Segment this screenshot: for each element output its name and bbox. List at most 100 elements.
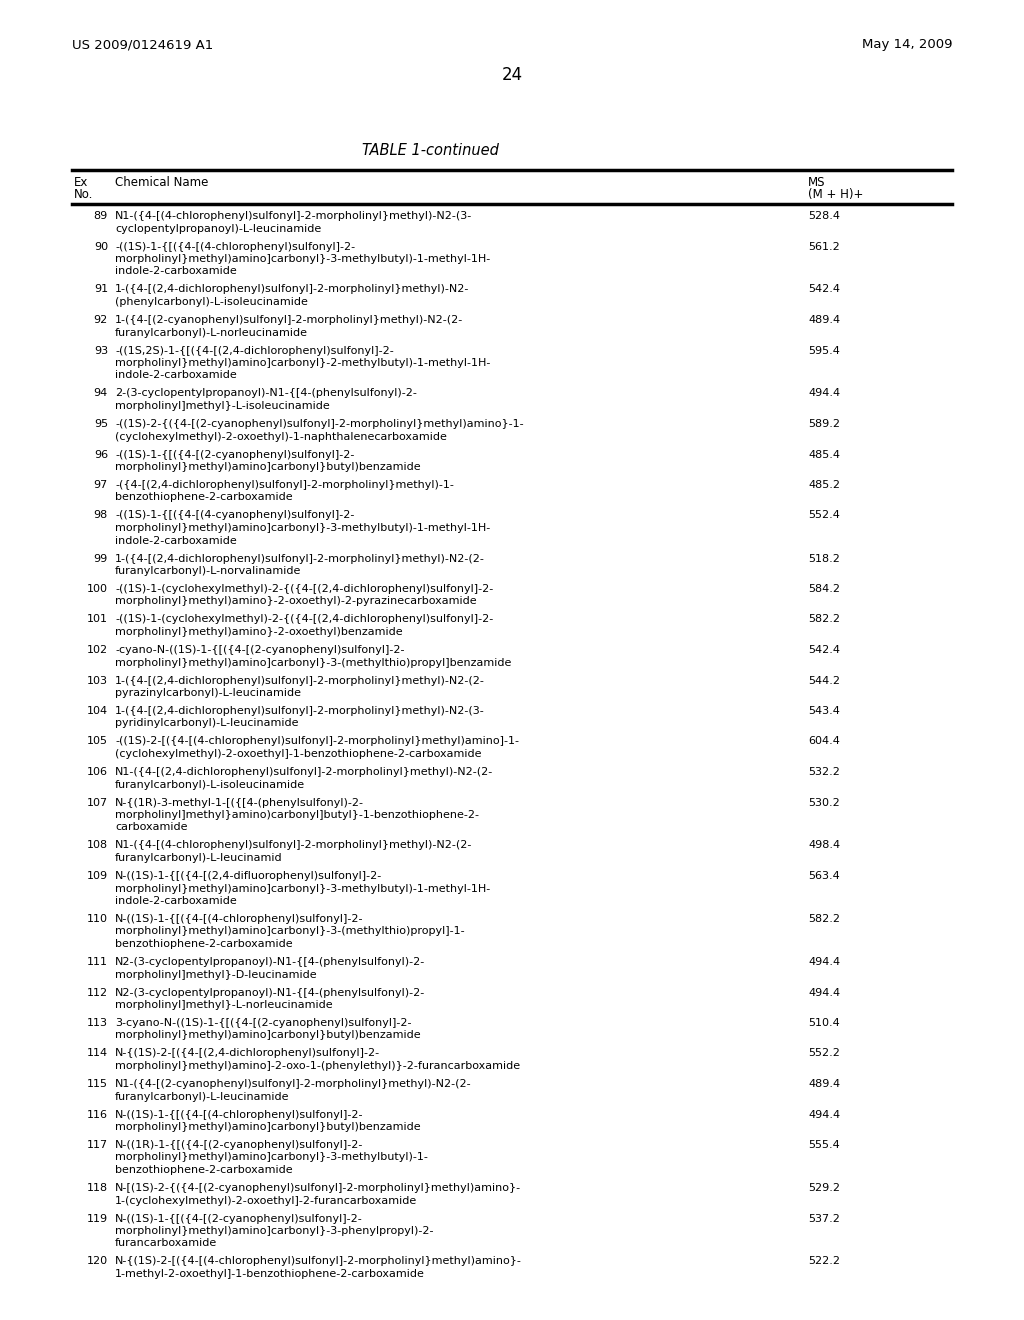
Text: -((1S)-1-(cyclohexylmethyl)-2-{({4-[(2,4-dichlorophenyl)sulfonyl]-2-: -((1S)-1-(cyclohexylmethyl)-2-{({4-[(2,4… bbox=[115, 615, 494, 624]
Text: morpholinyl}methyl)amino]-2-oxo-1-(phenylethyl)}-2-furancarboxamide: morpholinyl}methyl)amino]-2-oxo-1-(pheny… bbox=[115, 1061, 520, 1071]
Text: -((1S)-2-[({4-[(4-chlorophenyl)sulfonyl]-2-morpholinyl}methyl)amino]-1-: -((1S)-2-[({4-[(4-chlorophenyl)sulfonyl]… bbox=[115, 737, 519, 747]
Text: 89: 89 bbox=[94, 211, 108, 220]
Text: 489.4: 489.4 bbox=[808, 315, 840, 325]
Text: 595.4: 595.4 bbox=[808, 346, 840, 355]
Text: morpholinyl]methyl}amino)carbonyl]butyl}-1-benzothiophene-2-: morpholinyl]methyl}amino)carbonyl]butyl}… bbox=[115, 810, 479, 820]
Text: 116: 116 bbox=[87, 1110, 108, 1119]
Text: 90: 90 bbox=[94, 242, 108, 252]
Text: 532.2: 532.2 bbox=[808, 767, 840, 777]
Text: N-((1S)-1-{[({4-[(4-chlorophenyl)sulfonyl]-2-: N-((1S)-1-{[({4-[(4-chlorophenyl)sulfony… bbox=[115, 1110, 364, 1119]
Text: indole-2-carboxamide: indole-2-carboxamide bbox=[115, 536, 237, 545]
Text: 24: 24 bbox=[502, 66, 522, 84]
Text: morpholinyl}methyl)amino]carbonyl}-3-methylbutyl)-1-methyl-1H-: morpholinyl}methyl)amino]carbonyl}-3-met… bbox=[115, 523, 490, 533]
Text: 114: 114 bbox=[87, 1048, 108, 1059]
Text: 98: 98 bbox=[94, 511, 108, 520]
Text: 1-methyl-2-oxoethyl]-1-benzothiophene-2-carboxamide: 1-methyl-2-oxoethyl]-1-benzothiophene-2-… bbox=[115, 1269, 425, 1279]
Text: 117: 117 bbox=[87, 1140, 108, 1150]
Text: N-((1R)-1-{[({4-[(2-cyanophenyl)sulfonyl]-2-: N-((1R)-1-{[({4-[(2-cyanophenyl)sulfonyl… bbox=[115, 1140, 364, 1150]
Text: 3-cyano-N-((1S)-1-{[({4-[(2-cyanophenyl)sulfonyl]-2-: 3-cyano-N-((1S)-1-{[({4-[(2-cyanophenyl)… bbox=[115, 1018, 412, 1028]
Text: 113: 113 bbox=[87, 1018, 108, 1028]
Text: 103: 103 bbox=[87, 676, 108, 685]
Text: morpholinyl}methyl)amino}-2-oxoethyl)-2-pyrazinecarboxamide: morpholinyl}methyl)amino}-2-oxoethyl)-2-… bbox=[115, 597, 476, 606]
Text: pyridinylcarbonyl)-L-leucinamide: pyridinylcarbonyl)-L-leucinamide bbox=[115, 718, 299, 729]
Text: 494.4: 494.4 bbox=[808, 388, 840, 399]
Text: 120: 120 bbox=[87, 1257, 108, 1266]
Text: 112: 112 bbox=[87, 987, 108, 998]
Text: furancarboxamide: furancarboxamide bbox=[115, 1238, 217, 1249]
Text: 485.4: 485.4 bbox=[808, 450, 840, 459]
Text: -({4-[(2,4-dichlorophenyl)sulfonyl]-2-morpholinyl}methyl)-1-: -({4-[(2,4-dichlorophenyl)sulfonyl]-2-mo… bbox=[115, 480, 454, 490]
Text: N1-({4-[(2,4-dichlorophenyl)sulfonyl]-2-morpholinyl}methyl)-N2-(2-: N1-({4-[(2,4-dichlorophenyl)sulfonyl]-2-… bbox=[115, 767, 494, 777]
Text: 543.4: 543.4 bbox=[808, 706, 840, 715]
Text: 1-({4-[(2-cyanophenyl)sulfonyl]-2-morpholinyl}methyl)-N2-(2-: 1-({4-[(2-cyanophenyl)sulfonyl]-2-morpho… bbox=[115, 315, 463, 325]
Text: morpholinyl}methyl)amino]carbonyl}-3-(methylthio)propyl]-1-: morpholinyl}methyl)amino]carbonyl}-3-(me… bbox=[115, 927, 465, 936]
Text: N-((1S)-1-{[({4-[(2,4-difluorophenyl)sulfonyl]-2-: N-((1S)-1-{[({4-[(2,4-difluorophenyl)sul… bbox=[115, 871, 382, 880]
Text: N-{(1S)-2-[({4-[(4-chlorophenyl)sulfonyl]-2-morpholinyl}methyl)amino}-: N-{(1S)-2-[({4-[(4-chlorophenyl)sulfonyl… bbox=[115, 1257, 522, 1266]
Text: Chemical Name: Chemical Name bbox=[115, 176, 208, 189]
Text: 99: 99 bbox=[94, 553, 108, 564]
Text: 91: 91 bbox=[94, 285, 108, 294]
Text: -((1S)-2-{({4-[(2-cyanophenyl)sulfonyl]-2-morpholinyl}methyl)amino}-1-: -((1S)-2-{({4-[(2-cyanophenyl)sulfonyl]-… bbox=[115, 418, 523, 429]
Text: morpholinyl}methyl)amino]carbonyl}butyl)benzamide: morpholinyl}methyl)amino]carbonyl}butyl)… bbox=[115, 1122, 421, 1133]
Text: 118: 118 bbox=[87, 1183, 108, 1193]
Text: 584.2: 584.2 bbox=[808, 583, 840, 594]
Text: 555.4: 555.4 bbox=[808, 1140, 840, 1150]
Text: 544.2: 544.2 bbox=[808, 676, 840, 685]
Text: 510.4: 510.4 bbox=[808, 1018, 840, 1028]
Text: 561.2: 561.2 bbox=[808, 242, 840, 252]
Text: (phenylcarbonyl)-L-isoleucinamide: (phenylcarbonyl)-L-isoleucinamide bbox=[115, 297, 308, 308]
Text: 106: 106 bbox=[87, 767, 108, 777]
Text: 604.4: 604.4 bbox=[808, 737, 840, 747]
Text: 518.2: 518.2 bbox=[808, 553, 840, 564]
Text: 542.4: 542.4 bbox=[808, 645, 840, 655]
Text: 582.2: 582.2 bbox=[808, 913, 840, 924]
Text: indole-2-carboxamide: indole-2-carboxamide bbox=[115, 371, 237, 380]
Text: -((1S)-1-{[({4-[(4-cyanophenyl)sulfonyl]-2-: -((1S)-1-{[({4-[(4-cyanophenyl)sulfonyl]… bbox=[115, 511, 354, 520]
Text: 542.4: 542.4 bbox=[808, 285, 840, 294]
Text: N-{(1R)-3-methyl-1-[({[4-(phenylsulfonyl)-2-: N-{(1R)-3-methyl-1-[({[4-(phenylsulfonyl… bbox=[115, 797, 364, 808]
Text: furanylcarbonyl)-L-norleucinamide: furanylcarbonyl)-L-norleucinamide bbox=[115, 327, 308, 338]
Text: N2-(3-cyclopentylpropanoyl)-N1-{[4-(phenylsulfonyl)-2-: N2-(3-cyclopentylpropanoyl)-N1-{[4-(phen… bbox=[115, 957, 425, 968]
Text: benzothiophene-2-carboxamide: benzothiophene-2-carboxamide bbox=[115, 492, 293, 503]
Text: N2-(3-cyclopentylpropanoyl)-N1-{[4-(phenylsulfonyl)-2-: N2-(3-cyclopentylpropanoyl)-N1-{[4-(phen… bbox=[115, 987, 425, 998]
Text: N1-({4-[(4-chlorophenyl)sulfonyl]-2-morpholinyl}methyl)-N2-(2-: N1-({4-[(4-chlorophenyl)sulfonyl]-2-morp… bbox=[115, 841, 472, 850]
Text: 105: 105 bbox=[87, 737, 108, 747]
Text: 102: 102 bbox=[87, 645, 108, 655]
Text: May 14, 2009: May 14, 2009 bbox=[861, 38, 952, 51]
Text: cyclopentylpropanoyl)-L-leucinamide: cyclopentylpropanoyl)-L-leucinamide bbox=[115, 223, 322, 234]
Text: 94: 94 bbox=[94, 388, 108, 399]
Text: 110: 110 bbox=[87, 913, 108, 924]
Text: 485.2: 485.2 bbox=[808, 480, 840, 490]
Text: 115: 115 bbox=[87, 1078, 108, 1089]
Text: -((1S)-1-{[({4-[(4-chlorophenyl)sulfonyl]-2-: -((1S)-1-{[({4-[(4-chlorophenyl)sulfonyl… bbox=[115, 242, 355, 252]
Text: -cyano-N-((1S)-1-{[({4-[(2-cyanophenyl)sulfonyl]-2-: -cyano-N-((1S)-1-{[({4-[(2-cyanophenyl)s… bbox=[115, 645, 404, 655]
Text: 522.2: 522.2 bbox=[808, 1257, 840, 1266]
Text: 108: 108 bbox=[87, 841, 108, 850]
Text: morpholinyl}methyl)amino]carbonyl}-3-methylbutyl)-1-: morpholinyl}methyl)amino]carbonyl}-3-met… bbox=[115, 1152, 428, 1163]
Text: 530.2: 530.2 bbox=[808, 797, 840, 808]
Text: morpholinyl]methyl}-L-norleucinamide: morpholinyl]methyl}-L-norleucinamide bbox=[115, 1001, 333, 1010]
Text: No.: No. bbox=[74, 187, 93, 201]
Text: morpholinyl}methyl)amino]carbonyl}butyl)benzamide: morpholinyl}methyl)amino]carbonyl}butyl)… bbox=[115, 462, 421, 473]
Text: morpholinyl}methyl)amino]carbonyl}-2-methylbutyl)-1-methyl-1H-: morpholinyl}methyl)amino]carbonyl}-2-met… bbox=[115, 358, 490, 368]
Text: 100: 100 bbox=[87, 583, 108, 594]
Text: MS: MS bbox=[808, 176, 825, 189]
Text: furanylcarbonyl)-L-leucinamide: furanylcarbonyl)-L-leucinamide bbox=[115, 1092, 290, 1101]
Text: 1-({4-[(2,4-dichlorophenyl)sulfonyl]-2-morpholinyl}methyl)-N2-(2-: 1-({4-[(2,4-dichlorophenyl)sulfonyl]-2-m… bbox=[115, 676, 485, 685]
Text: 589.2: 589.2 bbox=[808, 418, 840, 429]
Text: 96: 96 bbox=[94, 450, 108, 459]
Text: 1-({4-[(2,4-dichlorophenyl)sulfonyl]-2-morpholinyl}methyl)-N2-(2-: 1-({4-[(2,4-dichlorophenyl)sulfonyl]-2-m… bbox=[115, 553, 485, 564]
Text: 1-(cyclohexylmethyl)-2-oxoethyl]-2-furancarboxamide: 1-(cyclohexylmethyl)-2-oxoethyl]-2-furan… bbox=[115, 1196, 417, 1205]
Text: 563.4: 563.4 bbox=[808, 871, 840, 880]
Text: 1-({4-[(2,4-dichlorophenyl)sulfonyl]-2-morpholinyl}methyl)-N2-: 1-({4-[(2,4-dichlorophenyl)sulfonyl]-2-m… bbox=[115, 285, 469, 294]
Text: 111: 111 bbox=[87, 957, 108, 968]
Text: indole-2-carboxamide: indole-2-carboxamide bbox=[115, 896, 237, 906]
Text: (cyclohexylmethyl)-2-oxoethyl]-1-benzothiophene-2-carboxamide: (cyclohexylmethyl)-2-oxoethyl]-1-benzoth… bbox=[115, 748, 481, 759]
Text: 1-({4-[(2,4-dichlorophenyl)sulfonyl]-2-morpholinyl}methyl)-N2-(3-: 1-({4-[(2,4-dichlorophenyl)sulfonyl]-2-m… bbox=[115, 706, 484, 715]
Text: 92: 92 bbox=[94, 315, 108, 325]
Text: N-((1S)-1-{[({4-[(4-chlorophenyl)sulfonyl]-2-: N-((1S)-1-{[({4-[(4-chlorophenyl)sulfony… bbox=[115, 913, 364, 924]
Text: 582.2: 582.2 bbox=[808, 615, 840, 624]
Text: 528.4: 528.4 bbox=[808, 211, 840, 220]
Text: morpholinyl}methyl)amino]carbonyl}-3-methylbutyl)-1-methyl-1H-: morpholinyl}methyl)amino]carbonyl}-3-met… bbox=[115, 883, 490, 894]
Text: (M + H)+: (M + H)+ bbox=[808, 187, 863, 201]
